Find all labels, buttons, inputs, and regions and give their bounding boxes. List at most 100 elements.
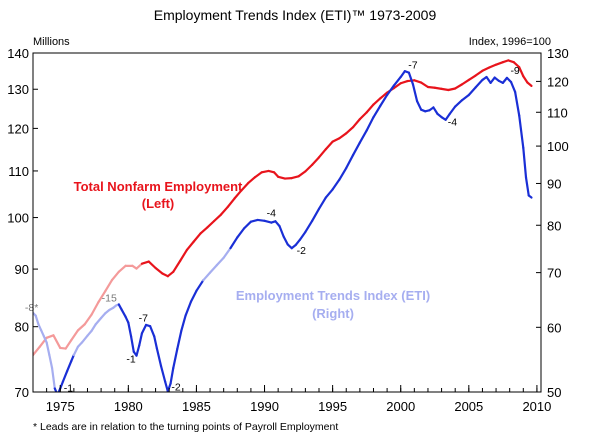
eti-line-segment xyxy=(474,78,484,89)
left-tick-label: 130 xyxy=(7,82,29,97)
eti-line-segment xyxy=(467,86,477,97)
x-tick-label: 1975 xyxy=(46,399,75,414)
nonfarm-line-segment xyxy=(178,248,188,263)
eti-line-segment xyxy=(176,329,183,350)
nonfarm-line-segment xyxy=(474,69,484,77)
nonfarm-line-segment xyxy=(392,82,402,90)
right-tick-label: 50 xyxy=(547,385,561,400)
eti-line-segment xyxy=(338,166,348,181)
nonfarm-line-segment xyxy=(338,132,348,140)
eti-line-segment xyxy=(282,235,289,246)
nonfarm-line-segment xyxy=(199,226,209,235)
eti-line-segment xyxy=(155,347,163,368)
turning-point-label: -1 xyxy=(64,382,73,394)
nonfarm-line-segment xyxy=(247,176,257,185)
nonfarm-line-segment xyxy=(76,323,86,332)
eti-line-segment xyxy=(485,75,492,84)
eti-line-segment xyxy=(317,196,327,210)
eti-line-segment xyxy=(365,116,375,132)
nonfarm-line-segment xyxy=(52,334,62,350)
nonfarm-line-segment xyxy=(253,171,263,179)
right-tick-label: 110 xyxy=(547,105,568,120)
nonfarm-line-segment xyxy=(358,111,368,121)
eti-line-segment xyxy=(527,194,533,199)
eti-line-segment xyxy=(454,99,464,108)
eti-line-segment xyxy=(304,219,314,234)
eti-line-segment xyxy=(489,76,496,84)
nonfarm-line-segment xyxy=(372,97,382,106)
eti-line-segment xyxy=(386,84,396,97)
eti-line-segment xyxy=(189,289,198,303)
eti-line-segment xyxy=(278,225,285,238)
eti-line-segment xyxy=(524,176,530,197)
nonfarm-line-segment xyxy=(83,313,93,326)
eti-line-segment xyxy=(50,366,56,390)
eti-line-segment xyxy=(48,353,54,370)
left-tick-label: 120 xyxy=(7,121,29,136)
eti-line-segment xyxy=(263,219,273,224)
nonfarm-line-segment xyxy=(97,290,107,304)
eti-line-segment xyxy=(514,90,521,117)
nonfarm-line-segment xyxy=(104,278,114,293)
right-axis-unit: Index, 1996=100 xyxy=(469,36,551,48)
turning-point-label: -9 xyxy=(510,65,519,77)
eti-line-segment xyxy=(444,112,451,121)
eti-line-segment xyxy=(166,382,172,392)
eti-line-segment xyxy=(120,308,127,318)
eti-line-segment xyxy=(229,236,239,250)
eti-line-segment xyxy=(61,370,69,383)
eti-line-segment xyxy=(236,227,246,239)
eti-line-segment xyxy=(298,230,307,241)
nonfarm-line-segment xyxy=(135,262,144,270)
eti-line-segment xyxy=(372,104,382,119)
turning-point-label: -7 xyxy=(139,312,148,324)
nonfarm-line-segment xyxy=(110,270,120,282)
eti-line-segment xyxy=(34,314,40,326)
right-tick-label: 80 xyxy=(547,218,561,233)
turning-point-label: -15 xyxy=(102,293,117,305)
nonfarm-line-segment xyxy=(399,79,409,85)
nonfarm-line-segment xyxy=(526,81,533,87)
nonfarm-line-segment xyxy=(45,334,55,339)
nonfarm-line-segment xyxy=(454,83,464,90)
eti-line-segment xyxy=(379,93,389,107)
eti-line-segment xyxy=(127,321,133,338)
nonfarm-line-segment xyxy=(64,339,73,350)
eti-line-segment xyxy=(195,279,205,292)
eti-line-segment xyxy=(70,353,75,363)
nonfarm-line-segment xyxy=(33,345,41,357)
eti-series-label-axis: (Right) xyxy=(312,306,354,321)
eti-line-segment xyxy=(518,114,525,149)
left-tick-label: 140 xyxy=(7,46,29,61)
nonfarm-line-segment xyxy=(290,175,300,180)
eti-line-segment xyxy=(215,256,225,267)
nonfarm-line-segment xyxy=(206,219,216,229)
eti-line-segment xyxy=(392,75,402,87)
nonfarm-line-segment xyxy=(233,189,243,200)
eti-line-segment xyxy=(40,329,45,338)
nonfarm-line-segment xyxy=(140,260,150,265)
eti-line-segment xyxy=(208,264,218,274)
nonfarm-line-segment xyxy=(147,260,157,270)
eti-line-segment xyxy=(149,325,156,338)
x-tick-label: 2000 xyxy=(386,399,415,414)
turning-point-label: -4 xyxy=(448,116,457,128)
eti-line-segment xyxy=(72,345,80,357)
eti-line-segment xyxy=(65,360,73,373)
nonfarm-line-segment xyxy=(379,91,389,100)
eti-line-segment xyxy=(460,93,470,102)
nonfarm-line-segment xyxy=(351,118,361,129)
nonfarm-line-segment xyxy=(70,329,80,342)
eti-line-segment xyxy=(184,300,193,317)
eti-line-segment xyxy=(358,129,368,144)
chart-title: Employment Trends Index (ETI)™ 1973-2009 xyxy=(154,7,437,23)
eti-line-segment xyxy=(90,323,97,332)
nonfarm-line-segment xyxy=(226,197,236,209)
nonfarm-line-segment xyxy=(311,156,321,166)
eti-line-segment xyxy=(399,70,406,79)
eti-line-segment xyxy=(242,220,253,230)
nonfarm-line-segment xyxy=(192,232,202,243)
nonfarm-line-segment xyxy=(154,266,164,275)
axes: 70 80 90 100 110 120 130 140 50 60 70 80 90 100 110 120… xyxy=(7,46,568,414)
